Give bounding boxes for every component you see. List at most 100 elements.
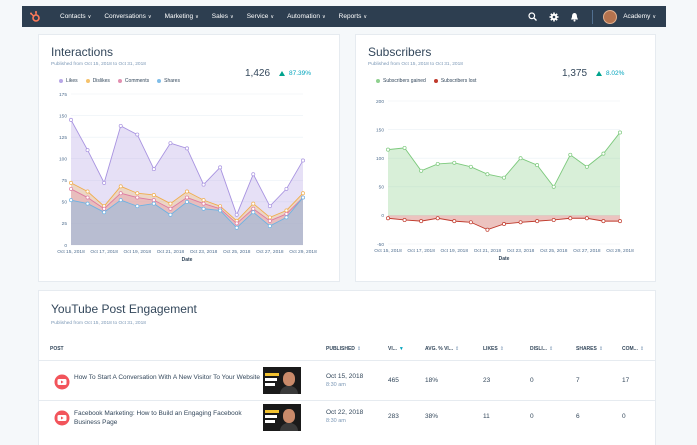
y-tick-label: 50 [62,200,68,206]
data-point [618,219,622,224]
legend-dislikes[interactable]: Dislikes [85,78,110,84]
data-point [601,219,606,224]
dislikes-cell: 0 [530,377,534,384]
data-point [85,148,90,153]
data-point [284,186,289,191]
data-point [185,146,189,151]
x-tick-label: Oct 23, 2018 [507,248,535,254]
comments-cell: 0 [622,413,626,420]
nav-conversations[interactable]: Conversations ∨ [104,13,152,20]
avatar[interactable] [603,9,618,24]
data-point [185,195,189,200]
data-point [218,165,223,170]
data-point [168,141,173,146]
comments-cell: 17 [622,377,630,384]
table-row[interactable]: Facebook Marketing: How to Build an Enga… [38,400,656,444]
settings-icon[interactable] [548,11,559,22]
data-point [584,216,589,221]
nav-automation[interactable]: Automation ∨ [287,13,326,20]
x-axis-label: Date [499,256,510,262]
y-tick-label: 0 [381,213,384,219]
column-comments[interactable]: COM... ⇕ [622,346,645,352]
video-thumbnail[interactable] [263,367,301,394]
column-avg-viewed[interactable]: AVG. % VI... ⇕ [425,346,460,352]
legend-shares[interactable]: Shares [157,78,180,84]
account-name: Academy [623,13,651,20]
data-point [452,160,457,165]
views-cell: 283 [388,413,399,420]
interactions-title: Interactions [51,45,114,59]
up-arrow-icon [279,71,285,76]
data-point [168,201,173,206]
y-tick-label: 200 [376,99,384,105]
nav-reports[interactable]: Reports ∨ [338,13,368,20]
subscribers-change-value: 8.02% [606,70,625,77]
chevron-down-icon: ∨ [652,14,656,20]
y-tick-label: 75 [62,178,68,184]
series-area-dislikes [71,182,303,245]
column-likes[interactable]: LIKES ⇕ [483,346,504,352]
table-row[interactable]: How To Start A Conversation With A New V… [38,360,656,404]
legend-subscribers-lost[interactable]: Subscribers lost [433,78,476,84]
data-point [535,219,540,224]
column-post[interactable]: POST [50,346,64,352]
data-point [419,168,424,173]
column-dislikes[interactable]: DISLI... ⇕ [530,346,554,352]
data-point [201,206,206,211]
data-point [386,147,390,152]
up-arrow-icon [596,71,602,76]
chevron-down-icon: ∨ [147,14,152,20]
column-views[interactable]: VI... ▼ [388,346,404,352]
legend-subscribers-gained[interactable]: Subscribers gained [376,78,426,84]
data-point [118,198,123,203]
data-point [584,164,589,169]
top-nav: Contacts ∨ Conversations ∨ Marketing ∨ Sales ∨ S… [22,6,666,27]
dislikes-cell: 0 [530,413,534,420]
youtube-icon [53,373,71,391]
search-icon[interactable] [527,11,538,22]
column-shares[interactable]: SHARES ⇕ [576,346,604,352]
y-tick-label: 150 [376,127,384,133]
nav-marketing[interactable]: Marketing ∨ [164,13,199,20]
bell-icon[interactable] [569,11,580,22]
data-point [85,201,90,206]
data-point [69,117,73,122]
x-tick-label: Oct 27, 2018 [573,248,601,254]
nav-contacts[interactable]: Contacts ∨ [60,13,92,20]
youtube-icon [53,409,71,427]
data-point [568,152,573,157]
chevron-down-icon: ∨ [363,14,368,20]
nav-service[interactable]: Service ∨ [246,13,275,20]
published-cell: Oct 15, 2018 8:30 am [326,373,364,388]
sprocket-logo-icon[interactable] [22,6,48,27]
y-tick-label: 125 [59,135,67,141]
data-point [118,123,123,128]
data-point [168,206,173,211]
interactions-card: Interactions Published from Oct 15, 2018… [38,34,340,282]
data-point [485,172,490,177]
nav-sales[interactable]: Sales ∨ [211,13,234,20]
account-menu[interactable]: Academy ∨ [623,13,656,20]
sort-icon: ⇕ [454,346,460,352]
series-area-subscribers-gained [388,132,620,216]
data-point [284,215,289,220]
data-point [201,198,206,203]
youtube-card: YouTube Post Engagement Published from O… [38,290,656,445]
y-tick-label: 100 [59,157,67,163]
post-title[interactable]: How To Start A Conversation With A New V… [74,374,260,381]
legend-likes[interactable]: Likes [59,78,78,84]
chevron-down-icon: ∨ [195,14,199,20]
x-tick-label: Oct 19, 2018 [441,248,469,254]
column-published[interactable]: PUBLISHED ⇕ [326,346,362,352]
shares-cell: 6 [576,413,580,420]
sort-icon: ⇕ [639,346,645,352]
avg-viewed-cell: 18% [425,377,439,384]
data-point [234,221,239,226]
video-thumbnail[interactable] [263,404,301,431]
post-title[interactable]: Facebook Marketing: How to Build an Enga… [74,410,242,426]
data-point [468,220,473,225]
data-point [284,208,289,213]
data-point [151,167,156,172]
interactions-chart: 0 25 50 75 100 125 150 175 Oct 15, 2018 Oct 17, 2… [57,92,317,263]
legend-comments[interactable]: Comments [117,78,149,84]
